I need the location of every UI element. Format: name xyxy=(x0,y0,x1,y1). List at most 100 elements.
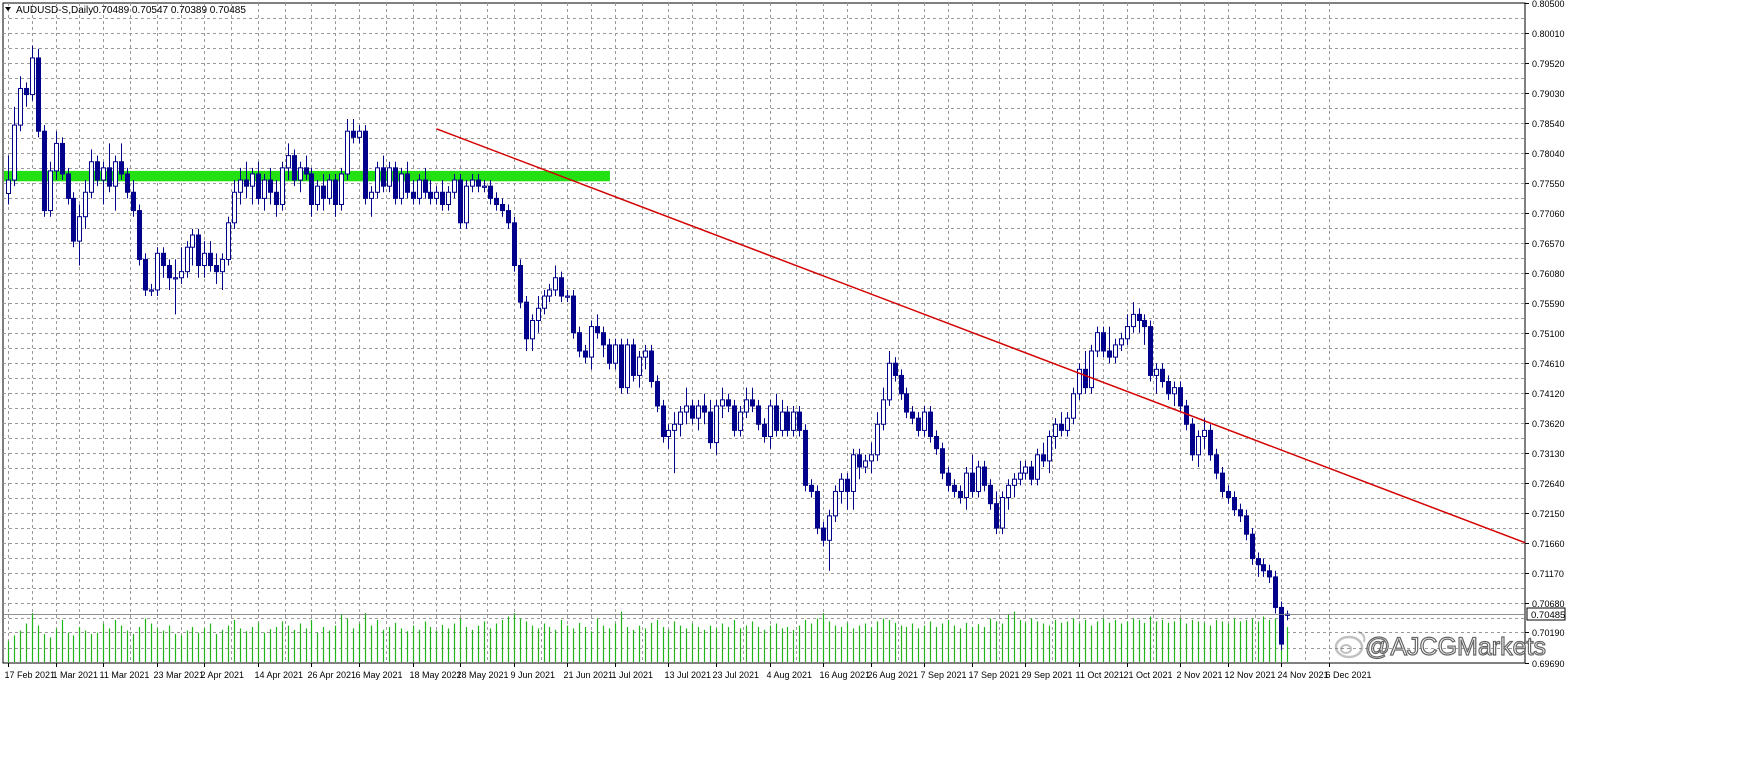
candle-body xyxy=(137,210,142,260)
candle-body xyxy=(304,167,309,175)
price-marker: 0.70485 xyxy=(1526,607,1566,621)
candle-body xyxy=(77,216,82,242)
y-tick-label: 0.79520 xyxy=(1532,59,1565,69)
candle-body xyxy=(946,472,951,486)
candle-body xyxy=(1101,332,1106,352)
x-tick-label: 18 May 2021 xyxy=(410,670,462,680)
candle-body xyxy=(750,399,755,407)
candle-body xyxy=(185,246,190,273)
y-tick-label: 0.73130 xyxy=(1532,449,1565,459)
candle-body xyxy=(226,222,231,260)
candle-body xyxy=(101,167,106,181)
candle-body xyxy=(71,197,76,242)
candle-body xyxy=(1238,509,1243,517)
candle-body xyxy=(583,350,588,358)
x-tick-label: 2 Nov 2021 xyxy=(1177,670,1223,680)
candle-body xyxy=(274,191,279,205)
candle-body xyxy=(363,130,368,199)
grid xyxy=(2,2,1526,664)
candle-body xyxy=(542,295,547,309)
candle-body xyxy=(899,374,904,395)
trendline[interactable] xyxy=(3,128,1526,615)
x-tick-label: 1 Mar 2021 xyxy=(53,670,99,680)
candle-body xyxy=(1041,454,1046,462)
candle-body xyxy=(381,167,386,187)
candle-body xyxy=(339,173,344,205)
candle-body xyxy=(428,191,433,199)
chevron-down-icon[interactable] xyxy=(5,7,11,11)
candle-body xyxy=(494,197,499,205)
candle-body xyxy=(1137,313,1142,321)
candle-body xyxy=(214,265,219,273)
x-tick-label: 17 Feb 2021 xyxy=(5,670,56,680)
candle-body xyxy=(446,191,451,205)
candle-body xyxy=(655,381,660,407)
candle-body xyxy=(595,326,600,334)
candle-body xyxy=(1190,423,1195,456)
candle-body xyxy=(321,185,326,199)
candle-body xyxy=(1119,338,1124,346)
candle-body xyxy=(196,234,201,267)
candle-body xyxy=(524,301,529,340)
x-tick-label: 12 Nov 2021 xyxy=(1225,670,1276,680)
candle-body xyxy=(131,191,136,212)
candle-body xyxy=(107,167,112,187)
candle-body xyxy=(1077,368,1082,395)
candle-body xyxy=(30,57,35,96)
y-tick-label: 0.75590 xyxy=(1532,299,1565,309)
candle-body xyxy=(797,411,802,431)
candle-body xyxy=(512,222,517,267)
y-tick-label: 0.72150 xyxy=(1532,509,1565,519)
price-axis[interactable]: 0.80500 0.80010 0.79520 0.79030 0.78540 0.780… xyxy=(1525,0,1565,669)
x-tick-label: 14 Apr 2021 xyxy=(255,670,304,680)
x-tick-label: 26 Aug 2021 xyxy=(868,670,919,680)
candle-body xyxy=(42,130,47,212)
candle-body xyxy=(1220,472,1225,492)
volume-bars xyxy=(7,611,1289,662)
x-tick-label: 29 Sep 2021 xyxy=(1022,670,1073,680)
ohlc-values: 0.70489 0.70547 0.70389 0.70485 xyxy=(93,5,246,16)
candle-body xyxy=(1029,466,1034,480)
x-tick-label: 16 Aug 2021 xyxy=(820,670,871,680)
candle-body xyxy=(970,472,975,492)
watermark: @AJCGMarkets xyxy=(1334,631,1547,662)
candle-body xyxy=(601,332,606,346)
candle-body xyxy=(827,515,832,541)
candle-body xyxy=(565,295,570,298)
candle-body xyxy=(803,429,808,486)
candle-body xyxy=(1214,454,1219,474)
candle-body xyxy=(637,356,642,376)
y-tick-label: 0.71170 xyxy=(1532,569,1564,579)
candle-body xyxy=(286,155,291,169)
candle-body xyxy=(649,350,654,383)
candle-body xyxy=(1279,606,1284,645)
candle-body xyxy=(434,191,439,199)
candle-body xyxy=(1267,570,1272,578)
candle-body xyxy=(518,265,523,303)
candle-body xyxy=(785,411,790,431)
candle-body xyxy=(12,124,17,181)
x-tick-label: 21 Oct 2021 xyxy=(1124,670,1173,680)
candle-body xyxy=(1125,326,1130,340)
x-tick-label: 1 Jul 2021 xyxy=(612,670,654,680)
y-tick-label: 0.77060 xyxy=(1532,209,1565,219)
y-tick-label: 0.72640 xyxy=(1532,479,1565,489)
candle-body xyxy=(863,460,868,468)
candle-body xyxy=(369,191,374,199)
candle-body xyxy=(387,167,392,187)
resistance-trendline[interactable] xyxy=(436,128,1526,544)
candle-body xyxy=(1023,466,1028,474)
candle-body xyxy=(625,344,630,389)
y-tick-label: 0.80010 xyxy=(1532,29,1565,39)
candle-body xyxy=(244,179,249,187)
candle-body xyxy=(351,130,356,138)
chart-header: AUDUSD-S,Daily 0.70489 0.70547 0.70389 0… xyxy=(5,5,246,16)
y-tick-label: 0.77550 xyxy=(1532,179,1565,189)
x-tick-label: 23 Jul 2021 xyxy=(713,670,760,680)
candle-body xyxy=(607,344,612,364)
candle-body xyxy=(6,179,11,194)
candle-body xyxy=(1107,350,1112,358)
